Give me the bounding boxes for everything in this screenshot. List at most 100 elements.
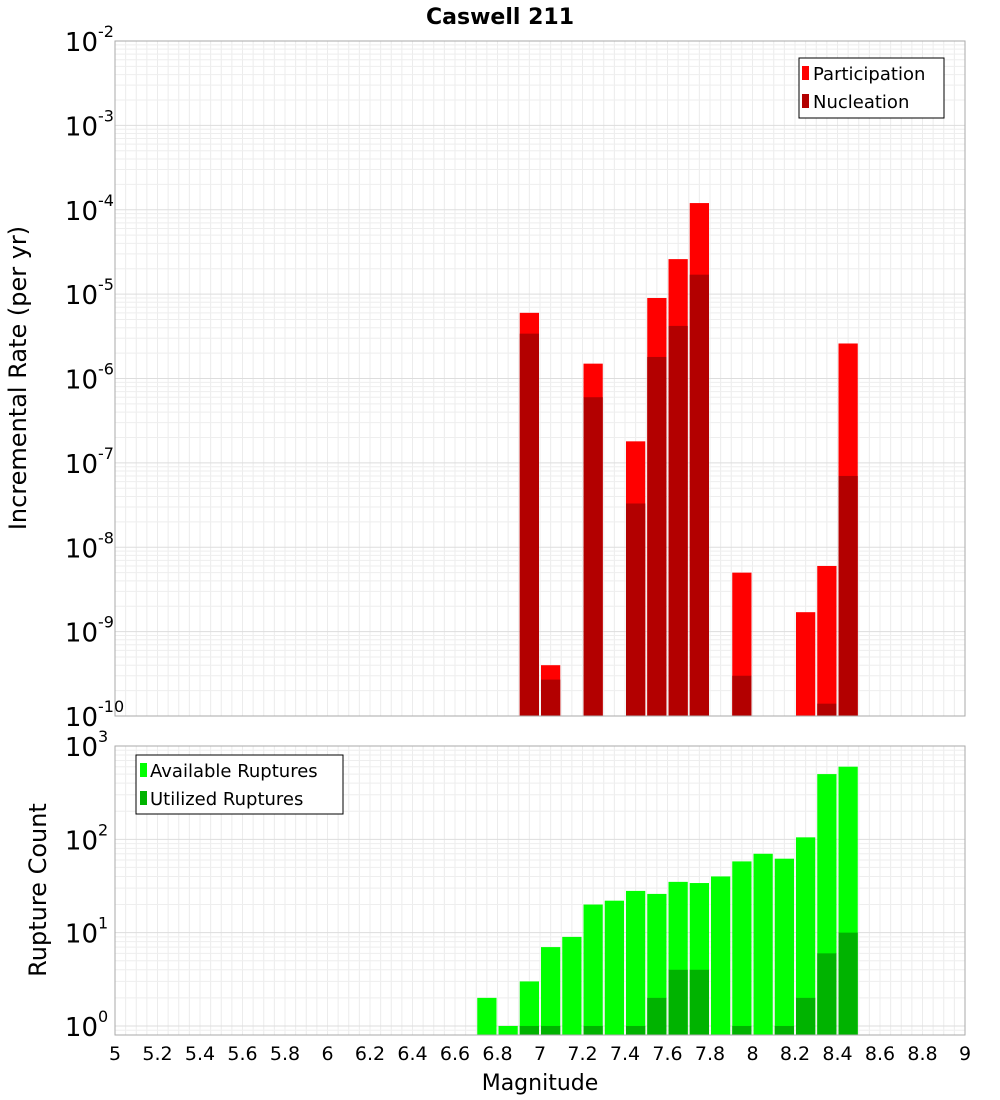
top-y-tick-exponent: -8 bbox=[98, 528, 114, 547]
top-y-tick-base: 10 bbox=[65, 619, 98, 649]
top-y-tick-base: 10 bbox=[65, 450, 98, 480]
x-tick-label: 7 bbox=[534, 1043, 546, 1065]
x-tick-label: 8.4 bbox=[822, 1043, 852, 1065]
top-y-tick-exponent: -2 bbox=[98, 22, 114, 41]
top-legend-frame bbox=[798, 57, 945, 119]
bottom-plot-frame bbox=[114, 745, 966, 1036]
top-y-tick-exponent: -9 bbox=[98, 613, 114, 632]
count-bar-outer bbox=[477, 997, 497, 1035]
count-bar-outer bbox=[498, 1025, 518, 1035]
count-bar-inner bbox=[689, 969, 709, 1035]
count-bar-inner bbox=[838, 932, 858, 1035]
legend-label-available: Available Ruptures bbox=[150, 761, 318, 782]
x-tick-label: 5 bbox=[109, 1043, 121, 1065]
top-y-tick-base: 10 bbox=[65, 281, 98, 311]
x-tick-label: 6.6 bbox=[440, 1043, 470, 1065]
count-bar-outer bbox=[604, 900, 624, 1035]
legend-label-nucleation: Nucleation bbox=[813, 92, 909, 113]
bottom-bars bbox=[477, 766, 858, 1035]
rate-bar-inner bbox=[838, 475, 858, 716]
rate-bar-inner bbox=[583, 397, 603, 716]
rate-bar-inner bbox=[626, 503, 646, 716]
x-tick-label: 7.4 bbox=[610, 1043, 640, 1065]
count-bar-outer bbox=[541, 947, 561, 1035]
legend-swatch-participation bbox=[802, 66, 809, 80]
count-bar-inner bbox=[647, 997, 667, 1035]
bottom-legend: Available Ruptures Utilized Ruptures bbox=[135, 754, 344, 815]
count-bar-inner bbox=[519, 1025, 539, 1035]
rate-bar-inner bbox=[541, 679, 561, 716]
top-y-tick-exponent: -5 bbox=[98, 275, 114, 294]
x-tick-label: 8.6 bbox=[865, 1043, 895, 1065]
bottom-legend-frame bbox=[135, 754, 344, 815]
x-tick-label: 7.6 bbox=[652, 1043, 682, 1065]
count-bar-inner bbox=[541, 1025, 561, 1035]
legend-swatch-available bbox=[140, 763, 147, 777]
top-y-tick-exponent: -3 bbox=[98, 106, 114, 125]
rate-bar-inner bbox=[817, 703, 837, 716]
bottom-y-tick-exponent: 0 bbox=[98, 1007, 108, 1026]
count-bar-outer bbox=[519, 981, 539, 1035]
count-bar-outer bbox=[711, 876, 731, 1035]
rate-bar-inner bbox=[689, 274, 709, 716]
count-bar-inner bbox=[732, 1025, 752, 1035]
count-bar-outer bbox=[583, 904, 603, 1035]
top-y-axis-label: Incremental Rate (per yr) bbox=[4, 226, 32, 530]
x-tick-label: 6.4 bbox=[397, 1043, 427, 1065]
count-bar-outer bbox=[732, 861, 752, 1035]
bottom-y-tick-exponent: 1 bbox=[98, 914, 108, 933]
legend-swatch-utilized bbox=[140, 791, 147, 805]
top-legend: Participation Nucleation bbox=[798, 57, 945, 119]
count-bar-inner bbox=[668, 969, 688, 1035]
x-tick-labels: 5 5.2 5.4 5.6 5.8 6 6.2 6.4 6.6 6.8 7 7.2 7.4 7.6 7.8 8… bbox=[109, 1043, 971, 1065]
chart-title: Caswell 211 bbox=[426, 5, 574, 30]
count-bar-inner bbox=[774, 1025, 794, 1035]
top-plot-frame bbox=[114, 40, 966, 717]
top-y-tick-exponent: -4 bbox=[98, 191, 114, 210]
x-tick-label: 5.4 bbox=[185, 1043, 215, 1065]
x-tick-label: 6.2 bbox=[355, 1043, 385, 1065]
x-tick-label: 8.8 bbox=[907, 1043, 937, 1065]
top-y-tick-base: 10 bbox=[65, 28, 98, 58]
rate-bar-inner bbox=[668, 325, 688, 716]
count-bar-outer bbox=[626, 890, 646, 1035]
bottom-y-tick-base: 10 bbox=[65, 920, 98, 950]
bottom-y-tick-exponent: 2 bbox=[98, 820, 108, 839]
count-bar-outer bbox=[774, 858, 794, 1035]
x-tick-label: 5.8 bbox=[270, 1043, 300, 1065]
x-tick-label: 6.8 bbox=[482, 1043, 512, 1065]
count-bar-inner bbox=[817, 953, 837, 1035]
count-bar-inner bbox=[583, 1025, 603, 1035]
legend-swatch-nucleation bbox=[802, 94, 809, 108]
top-y-tick-exponent: -10 bbox=[98, 697, 124, 716]
x-tick-label: 8 bbox=[746, 1043, 758, 1065]
top-y-tick-exponent: -7 bbox=[98, 444, 114, 463]
x-tick-label: 5.6 bbox=[227, 1043, 257, 1065]
count-bar-outer bbox=[562, 936, 582, 1035]
bottom-y-axis-label: Rupture Count bbox=[24, 803, 52, 977]
x-tick-label: 7.2 bbox=[567, 1043, 597, 1065]
bottom-y-tick-base: 10 bbox=[65, 733, 98, 763]
rate-bar-outer bbox=[817, 565, 837, 716]
top-y-tick-base: 10 bbox=[65, 366, 98, 396]
x-tick-label: 5.2 bbox=[142, 1043, 172, 1065]
count-bar-outer bbox=[796, 837, 816, 1035]
bottom-y-tick-base: 10 bbox=[65, 1013, 98, 1043]
top-y-tick-base: 10 bbox=[65, 534, 98, 564]
x-axis-label: Magnitude bbox=[482, 1071, 599, 1096]
x-tick-label: 9 bbox=[959, 1043, 971, 1065]
rate-bar-inner bbox=[519, 333, 539, 716]
x-tick-label: 7.8 bbox=[695, 1043, 725, 1065]
count-bar-inner bbox=[626, 1025, 646, 1035]
count-bar-outer bbox=[753, 853, 773, 1035]
top-bars bbox=[519, 203, 858, 716]
legend-label-participation: Participation bbox=[813, 64, 925, 85]
count-bar-inner bbox=[796, 997, 816, 1035]
rate-bar-inner bbox=[732, 675, 752, 716]
legend-label-utilized: Utilized Ruptures bbox=[150, 789, 303, 810]
bottom-y-tick-exponent: 3 bbox=[98, 727, 108, 746]
